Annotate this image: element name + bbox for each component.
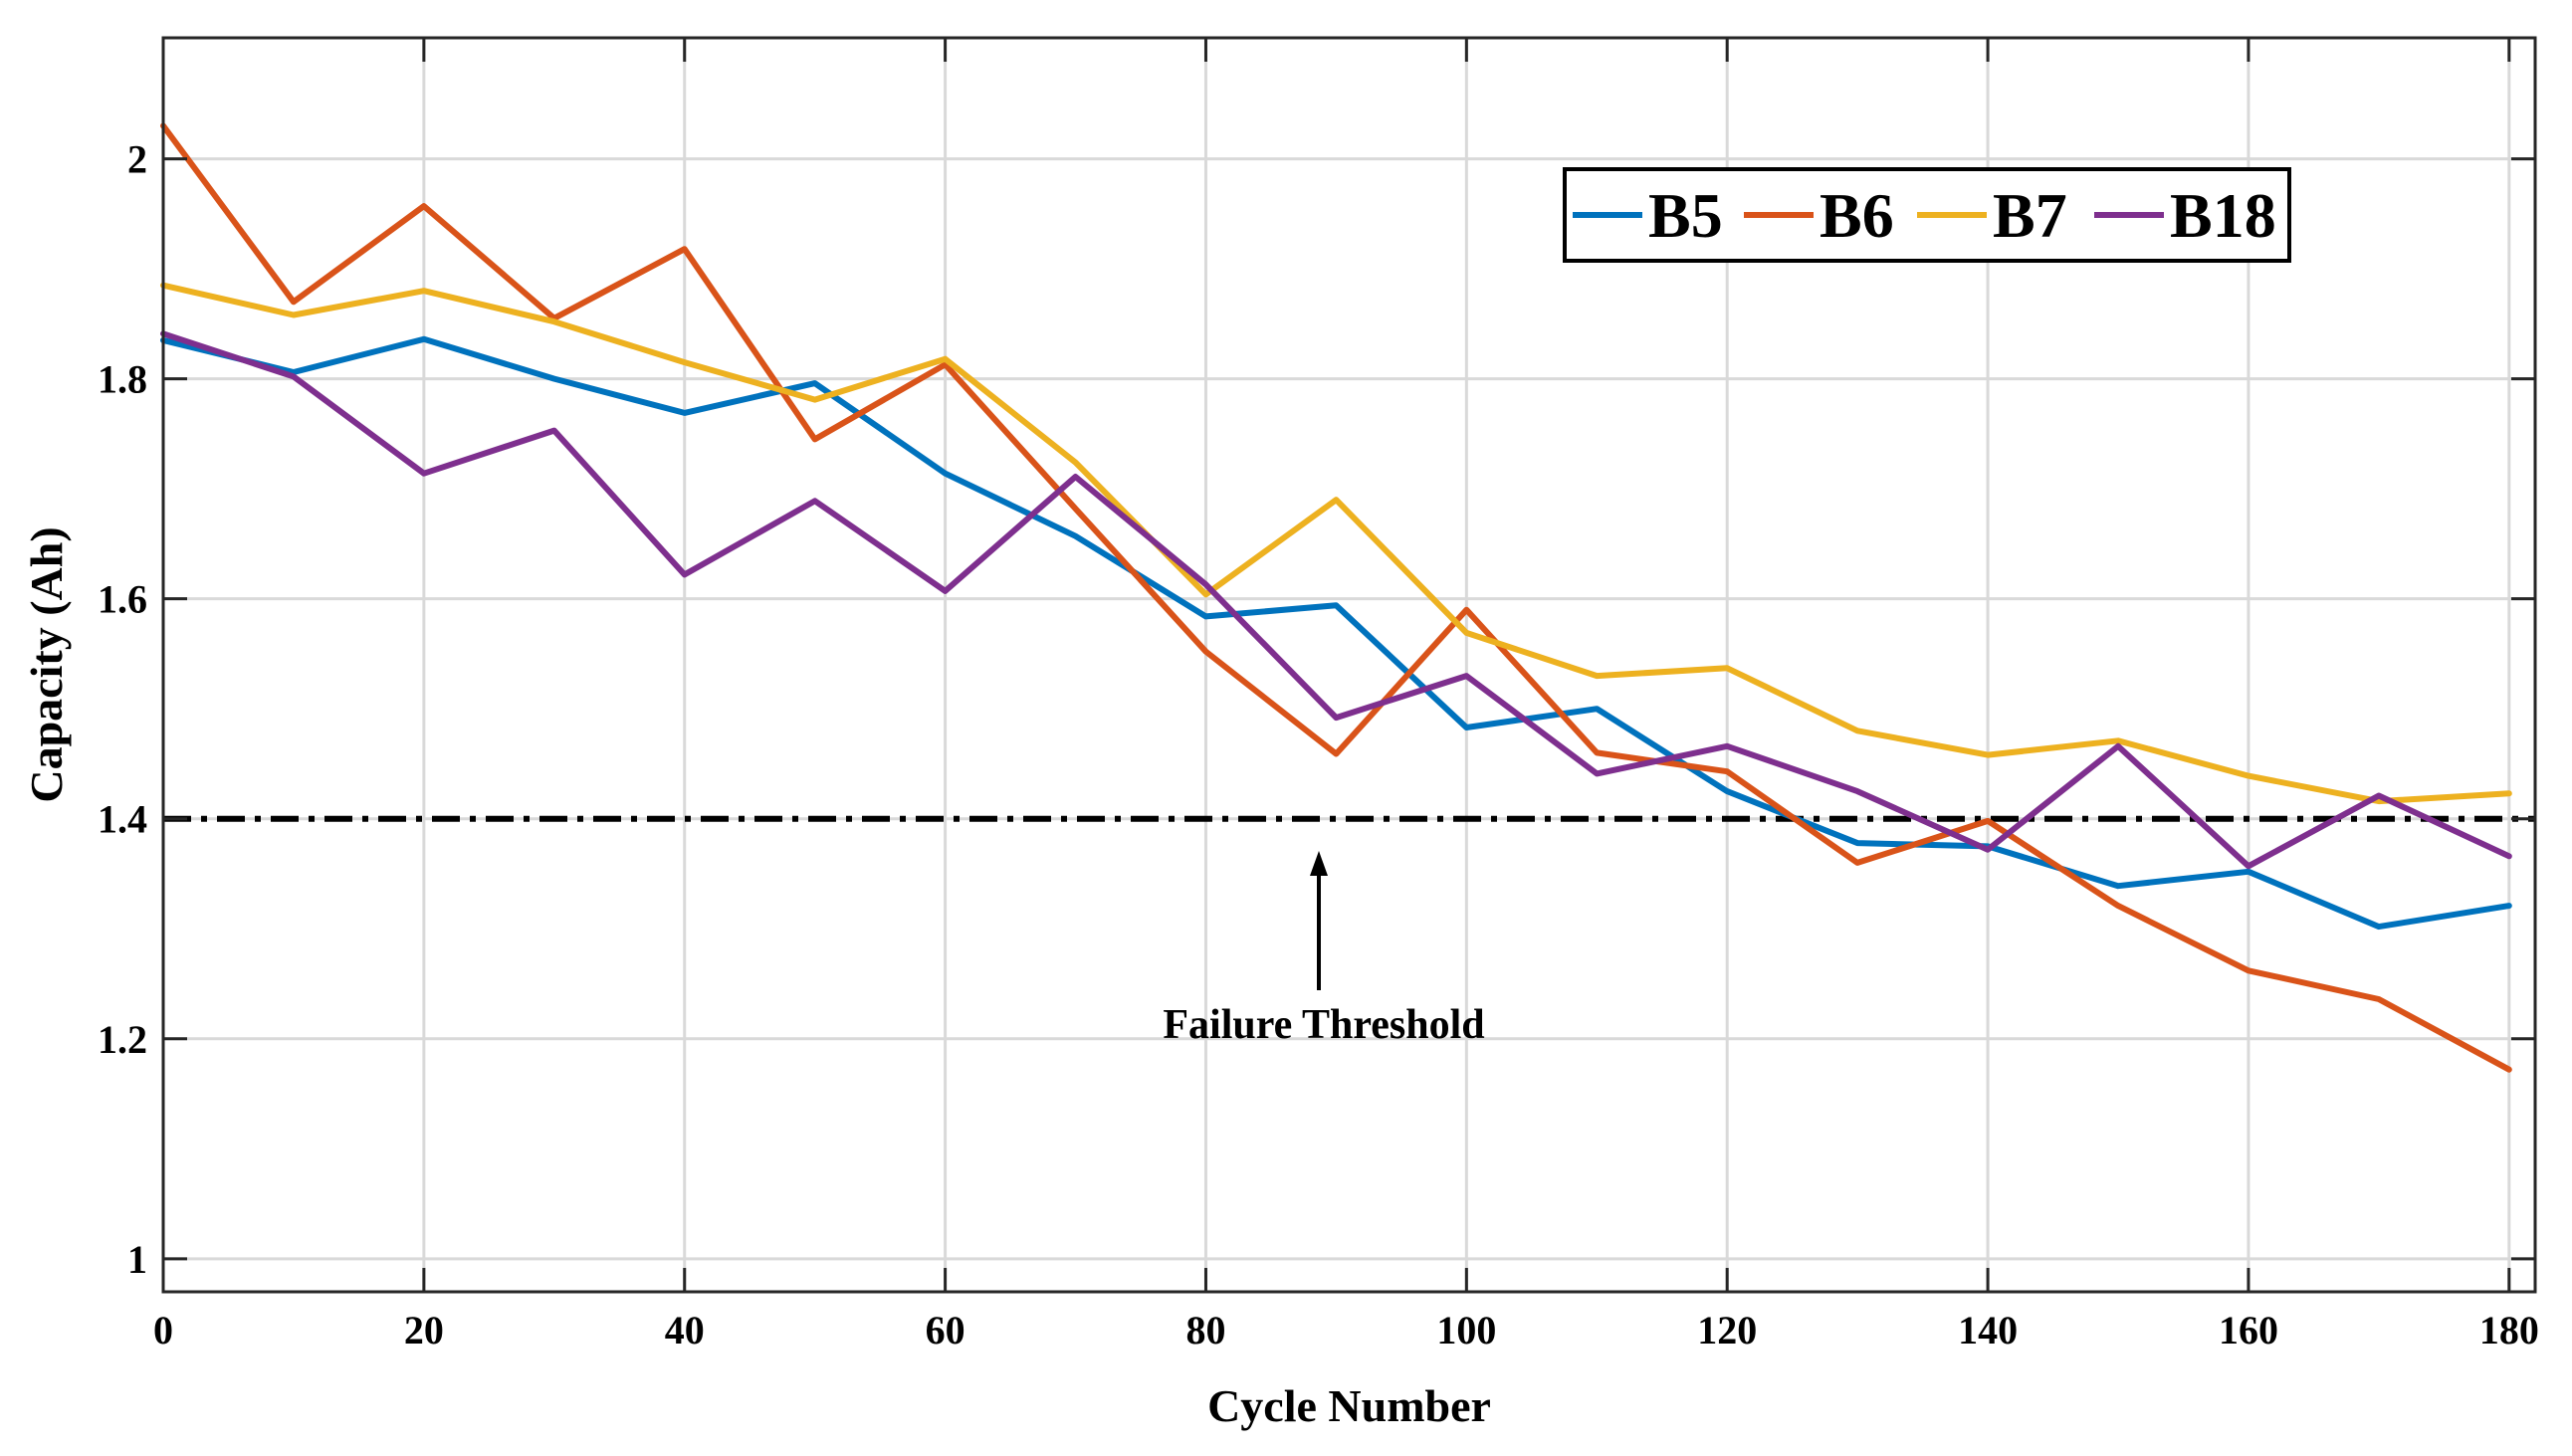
x-tick-label: 120 xyxy=(1697,1308,1757,1352)
y-axis-title: Capacity (Ah) xyxy=(21,526,72,802)
axes-box xyxy=(161,36,2537,1294)
series-line-b6 xyxy=(160,122,2512,1073)
x-tick-label: 180 xyxy=(2479,1308,2539,1352)
legend-label-b6: B6 xyxy=(1820,180,1894,251)
x-axis-title: Cycle Number xyxy=(1207,1380,1491,1431)
y-tick-label: 1.8 xyxy=(98,357,147,402)
legend-label-b7: B7 xyxy=(1993,180,2067,251)
tick-labels: 0 20 40 60 80 100 120 140 160 180 1 1.2 1.4 1.6 1.8 2 xyxy=(98,137,2539,1352)
x-tick-label: 20 xyxy=(404,1308,444,1352)
y-tick-label: 1 xyxy=(127,1237,147,1282)
y-tick-label: 2 xyxy=(127,137,147,182)
failure-threshold-annotation: Failure Threshold xyxy=(1163,851,1485,1048)
y-tick-label: 1.2 xyxy=(98,1017,147,1062)
series-line-b18 xyxy=(160,330,2512,870)
x-tick-label: 80 xyxy=(1185,1308,1225,1352)
x-tick-label: 160 xyxy=(2219,1308,2278,1352)
failure-threshold-label: Failure Threshold xyxy=(1163,1002,1484,1048)
x-tick-label: 60 xyxy=(926,1308,965,1352)
series-line-b5 xyxy=(160,335,2512,931)
annotation-arrow-head xyxy=(1310,851,1328,876)
y-tick-label: 1.6 xyxy=(98,577,147,622)
legend-label-b18: B18 xyxy=(2170,180,2276,251)
y-tick-label: 1.4 xyxy=(98,797,147,842)
x-tick-label: 100 xyxy=(1436,1308,1496,1352)
x-tick-label: 140 xyxy=(1958,1308,2018,1352)
legend-label-b5: B5 xyxy=(1648,180,1723,251)
series-layer xyxy=(160,122,2512,1073)
axis-ticks xyxy=(161,38,2535,1292)
x-tick-label: 40 xyxy=(665,1308,705,1352)
x-tick-label: 0 xyxy=(153,1308,173,1352)
legend: B5 B6 B7 B18 xyxy=(1563,167,2291,263)
series-line-b7 xyxy=(160,282,2512,805)
